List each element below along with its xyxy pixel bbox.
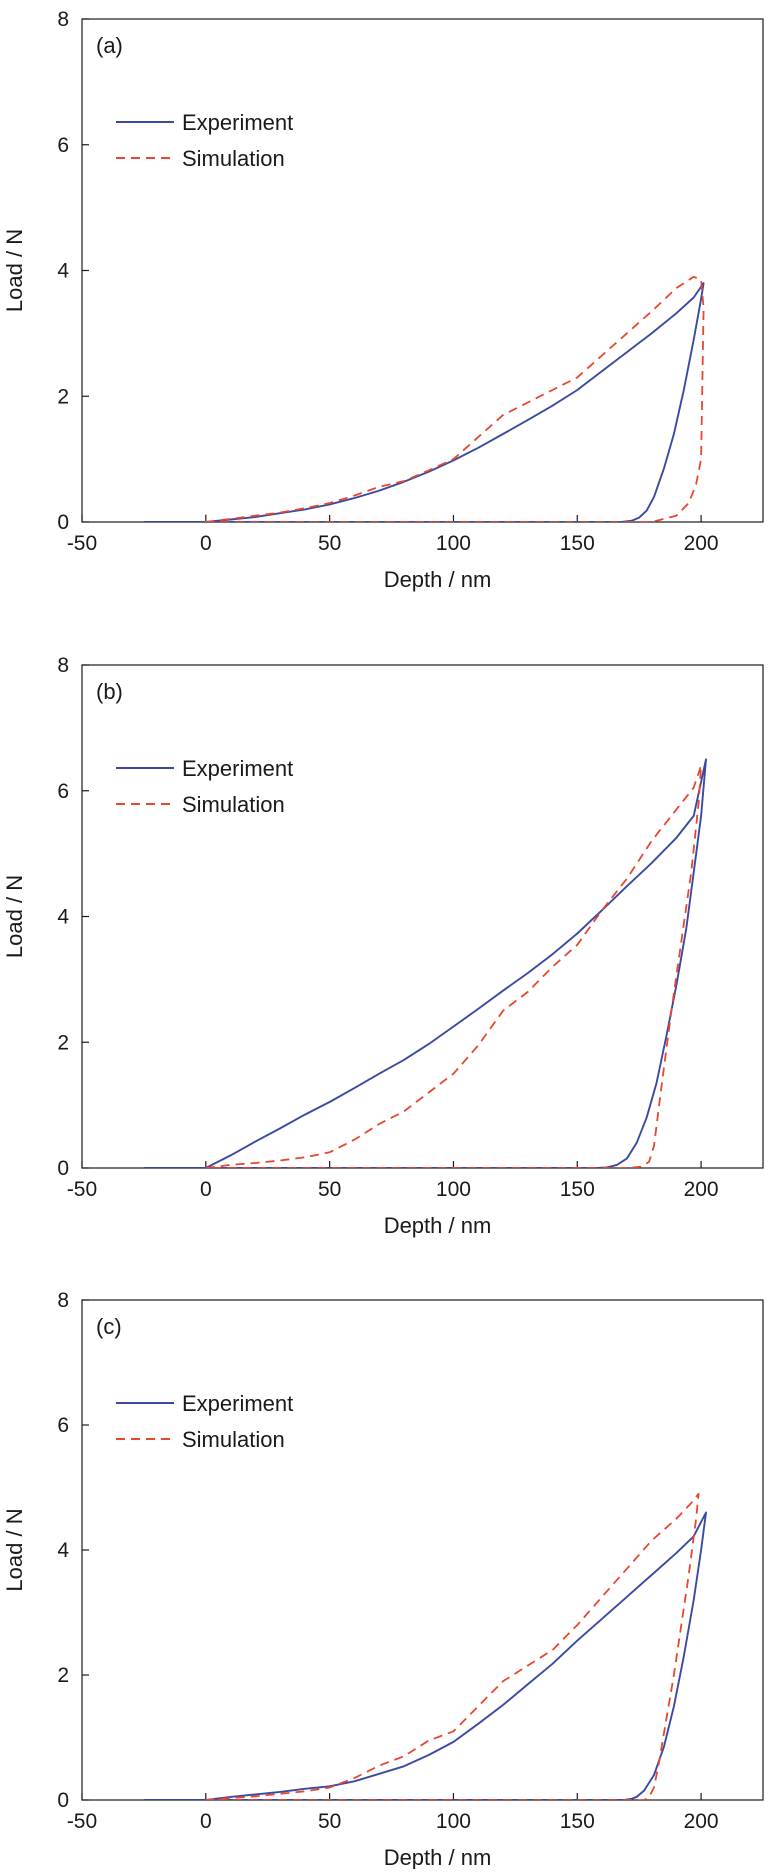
x-tick-label: -50 [67,532,97,555]
x-axis-label: Depth / nm [384,567,492,592]
y-tick-label: 0 [57,511,69,534]
x-tick-label: 100 [436,1178,471,1201]
x-axis-label: Depth / nm [384,1845,492,1869]
legend-label-simulation: Simulation [182,792,285,817]
x-tick-label: 100 [436,1810,471,1833]
y-tick-label: 4 [57,906,69,929]
y-tick-label: 2 [57,1664,69,1687]
x-axis-label: Depth / nm [384,1213,492,1238]
legend-label-experiment: Experiment [182,756,293,781]
plot-frame [81,664,764,1169]
plot-frame [81,1299,764,1801]
x-tick-label: -50 [67,1810,97,1833]
legend-label-simulation: Simulation [182,146,285,171]
y-tick-label: 0 [57,1157,69,1180]
x-tick-label: -50 [67,1178,97,1201]
series-line-experiment [143,758,707,1168]
y-tick-label: 6 [57,780,69,803]
x-tick-label: 200 [684,1178,719,1201]
x-tick-label: 0 [200,532,212,555]
x-tick-label: 0 [200,1178,212,1201]
y-tick-label: 4 [57,260,69,283]
x-tick-label: 50 [318,1178,341,1201]
series-line-experiment [143,1511,707,1800]
x-tick-label: 200 [684,1810,719,1833]
x-tick-label: 150 [560,1810,595,1833]
x-tick-label: 100 [436,532,471,555]
y-tick-label: 8 [57,654,69,677]
y-tick-label: 6 [57,1414,69,1437]
x-tick-label: 150 [560,1178,595,1201]
y-axis-label: Load / N [2,229,27,312]
x-tick-label: 200 [684,532,719,555]
series-line-simulation [205,1492,700,1800]
y-tick-label: 0 [57,1789,69,1812]
y-tick-label: 8 [57,1289,69,1312]
panel-label: (c) [96,1314,122,1339]
series-line-experiment [143,282,705,522]
y-tick-label: 2 [57,385,69,408]
x-tick-label: 150 [560,532,595,555]
x-tick-label: 50 [318,532,341,555]
y-axis-label: Load / N [2,1508,27,1591]
y-axis-label: Load / N [2,875,27,958]
y-tick-label: 8 [57,8,69,31]
y-tick-label: 2 [57,1031,69,1054]
series-line-simulation [204,275,705,522]
legend-label-experiment: Experiment [182,110,293,135]
panel-label: (a) [96,33,123,58]
panel-label: (b) [96,679,123,704]
legend-label-simulation: Simulation [182,1427,285,1452]
y-tick-label: 4 [57,1539,69,1562]
x-tick-label: 50 [318,1810,341,1833]
x-tick-label: 0 [200,1810,212,1833]
plot-frame [81,18,764,523]
series-line-simulation [205,764,702,1168]
y-tick-label: 6 [57,134,69,157]
legend-label-experiment: Experiment [182,1391,293,1416]
